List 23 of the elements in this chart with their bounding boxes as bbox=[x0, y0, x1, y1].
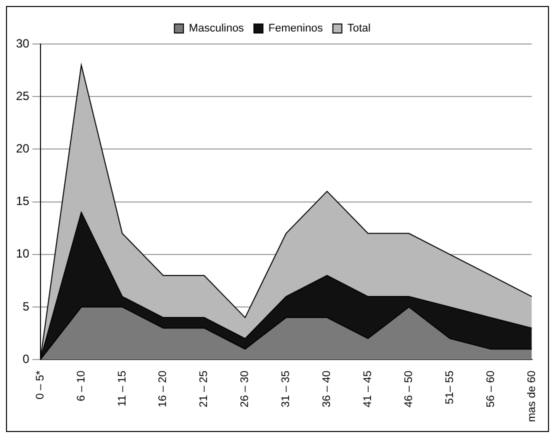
x-tick-label: 26 – 30 bbox=[239, 370, 252, 408]
y-tick-label: 15 bbox=[16, 194, 30, 208]
y-tick-label: 20 bbox=[16, 142, 30, 156]
x-tick-label: 16 – 20 bbox=[157, 370, 170, 408]
y-tick-label: 5 bbox=[22, 299, 30, 314]
x-tick-label: 11 – 15 bbox=[116, 370, 128, 407]
y-tick-label: 25 bbox=[16, 88, 30, 103]
y-tick-label: 30 bbox=[16, 36, 30, 50]
x-tick-label: 51– 55 bbox=[444, 370, 456, 404]
x-tick-label: 31 – 35 bbox=[280, 370, 292, 408]
x-tick-label: 46 – 50 bbox=[402, 370, 415, 408]
x-tick-label: 6 – 10 bbox=[75, 370, 88, 402]
x-tick-label: 36 – 40 bbox=[321, 370, 334, 408]
legend-label: Femeninos bbox=[268, 22, 324, 35]
x-tick-label: 41 – 45 bbox=[362, 370, 374, 408]
legend-label: Total bbox=[347, 22, 371, 35]
legend-label: Masculinos bbox=[188, 22, 244, 35]
x-tick-label: mas de 60 bbox=[526, 370, 538, 422]
x-tick-label: 21 – 25 bbox=[198, 370, 210, 408]
x-tick-label: 0 – 5* bbox=[34, 370, 46, 400]
y-tick-label: 0 bbox=[22, 352, 30, 366]
x-tick-label: 56 – 60 bbox=[484, 370, 497, 408]
y-tick-label: 10 bbox=[16, 246, 30, 261]
